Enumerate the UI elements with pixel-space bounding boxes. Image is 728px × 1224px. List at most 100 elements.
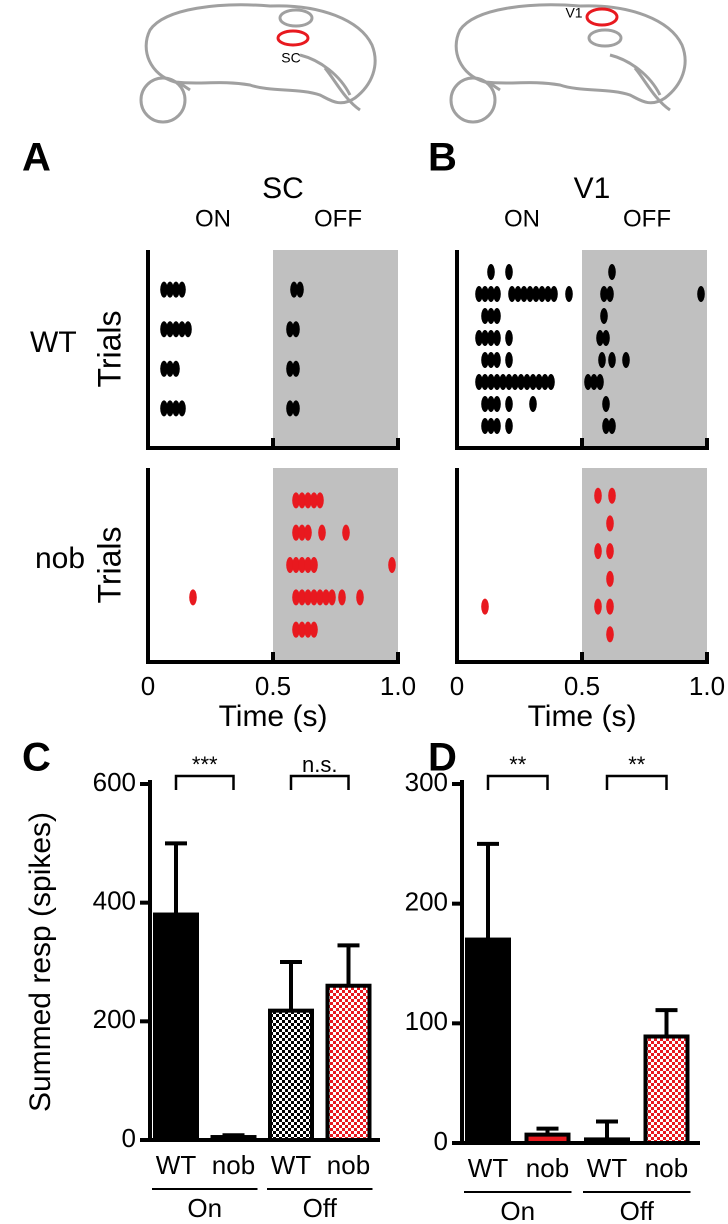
spike xyxy=(166,400,174,417)
spike xyxy=(600,286,608,302)
spike xyxy=(493,418,501,434)
x-tick-label: WT xyxy=(587,1153,628,1183)
spike xyxy=(493,396,501,412)
spike xyxy=(310,557,318,573)
spike xyxy=(481,374,489,390)
spike xyxy=(160,360,168,377)
spike xyxy=(511,374,519,390)
spike xyxy=(493,286,501,302)
period-label: OFF xyxy=(314,205,362,232)
spike xyxy=(286,400,294,417)
spike xyxy=(189,589,197,606)
group-label: Off xyxy=(620,1196,655,1224)
spike xyxy=(286,321,294,338)
spike xyxy=(606,626,614,643)
spike xyxy=(316,492,324,509)
spike xyxy=(298,492,306,509)
spike xyxy=(606,570,614,587)
spike xyxy=(286,557,294,573)
x-tick-label: 0 xyxy=(450,671,464,701)
y-tick-label: 600 xyxy=(93,767,136,797)
spike xyxy=(622,352,630,368)
spike xyxy=(608,264,616,280)
spike xyxy=(342,524,350,541)
spike xyxy=(160,281,168,298)
spike xyxy=(532,286,540,302)
spike xyxy=(608,352,616,368)
spike xyxy=(481,352,489,368)
spike xyxy=(499,374,507,390)
spike xyxy=(292,524,300,541)
spike xyxy=(290,281,298,298)
spike xyxy=(493,352,501,368)
significance-bracket xyxy=(174,774,235,790)
spike xyxy=(292,360,300,377)
bar xyxy=(153,912,199,1142)
period-label: ON xyxy=(504,205,540,232)
y-tick-label: 400 xyxy=(93,886,136,916)
spike xyxy=(481,598,489,615)
spike xyxy=(481,308,489,324)
spike xyxy=(608,487,616,504)
spike xyxy=(493,330,501,346)
spike xyxy=(596,330,604,346)
spike xyxy=(606,598,614,615)
spike xyxy=(594,543,602,560)
significance-label: n.s. xyxy=(302,752,337,777)
bar xyxy=(465,937,511,1145)
spike xyxy=(594,487,602,504)
brain-label: V1 xyxy=(565,5,582,21)
brain-diagram xyxy=(449,3,687,124)
spike xyxy=(606,543,614,560)
spike xyxy=(298,621,306,638)
significance-bracket xyxy=(486,774,549,790)
spike xyxy=(184,321,192,338)
spike xyxy=(304,557,312,573)
panel-letter: B xyxy=(428,136,457,180)
spike xyxy=(535,374,543,390)
spike xyxy=(600,308,608,324)
spike xyxy=(310,492,318,509)
x-tick-label: WT xyxy=(156,1150,197,1180)
bar xyxy=(325,983,372,1142)
spike xyxy=(322,589,330,606)
x-axis-label: Time (s) xyxy=(528,700,637,733)
spike xyxy=(481,286,489,302)
off-period-shade xyxy=(273,250,398,448)
x-tick-label: 1.0 xyxy=(689,671,725,701)
spike xyxy=(487,396,495,412)
spike xyxy=(606,286,614,302)
x-tick-label: WT xyxy=(271,1150,312,1180)
spike xyxy=(487,264,495,280)
spike xyxy=(565,286,573,302)
off-period-shade xyxy=(582,468,707,662)
row-label: nob xyxy=(35,542,85,575)
bar xyxy=(524,1132,571,1145)
spike xyxy=(292,557,300,573)
spike xyxy=(514,286,522,302)
period-label: ON xyxy=(195,205,231,232)
period-label: OFF xyxy=(623,205,671,232)
spike xyxy=(304,589,312,606)
spike xyxy=(292,400,300,417)
spike xyxy=(178,400,186,417)
spike xyxy=(493,308,501,324)
spike xyxy=(487,418,495,434)
y-axis-label: Trials xyxy=(91,526,127,603)
spike xyxy=(316,589,324,606)
y-axis-label: Trials xyxy=(91,310,127,387)
bar xyxy=(210,1135,257,1142)
significance-label: ** xyxy=(509,752,527,777)
x-tick-label: 0.5 xyxy=(255,671,291,701)
spike xyxy=(602,418,610,434)
bar xyxy=(643,1034,690,1146)
spike xyxy=(584,374,592,390)
spike xyxy=(594,598,602,615)
spike xyxy=(529,374,537,390)
spike xyxy=(544,286,552,302)
y-tick-label: 0 xyxy=(434,1126,448,1156)
spike xyxy=(606,515,614,532)
spike xyxy=(178,281,186,298)
spike xyxy=(526,286,534,302)
